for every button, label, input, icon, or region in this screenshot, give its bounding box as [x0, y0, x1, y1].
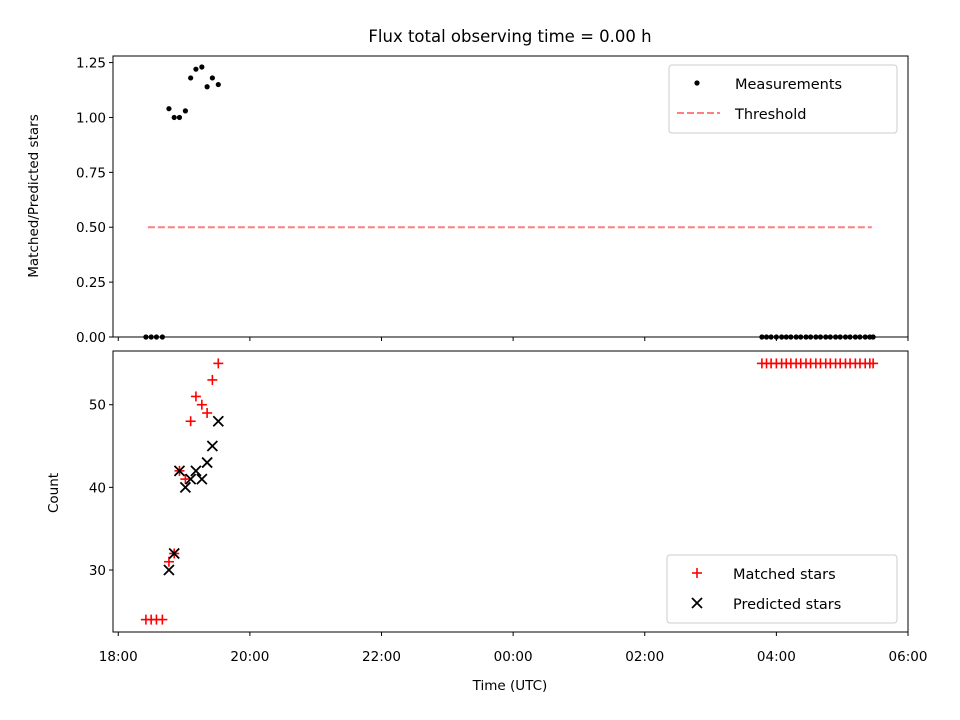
matched-star-point [163, 556, 174, 567]
legend-matched-label: Matched stars [733, 567, 836, 583]
legend-measurements-label: Measurements [735, 77, 842, 93]
ytick-label: 1.25 [76, 56, 106, 72]
top-panel: 0.00 0.25 0.50 0.75 1.00 1.25 Matched/Predict… [26, 55, 909, 346]
predicted-star-point [206, 440, 219, 452]
predicted-star-point [212, 415, 224, 427]
predicted-star-point [196, 473, 208, 485]
legend-predicted-marker [691, 597, 703, 609]
predicted-star-point [163, 564, 175, 576]
measurement-point [166, 106, 172, 112]
ytick-label: 0.00 [76, 330, 106, 346]
matched-star-point [207, 374, 218, 385]
top-ylabel: Matched/Predicted stars [26, 114, 42, 277]
predicted-star-point [190, 465, 202, 477]
top-legend: Measurements Threshold [668, 64, 898, 134]
xtick-label: 06:00 [889, 649, 928, 665]
measurement-point [199, 64, 205, 70]
legend-measurements-marker [694, 80, 700, 86]
measurement-point [182, 108, 188, 114]
measurement-point [193, 66, 199, 72]
measurement-point [204, 84, 210, 90]
measurement-point [209, 75, 215, 81]
legend-predicted-label: Predicted stars [733, 597, 841, 613]
matched-star-point [157, 614, 168, 625]
ytick-label: 30 [89, 563, 106, 579]
xtick-label: 00:00 [494, 649, 533, 665]
measurement-point [188, 75, 194, 81]
predicted-star-point [168, 547, 180, 560]
bottom-legend: Matched stars Predicted stars [666, 554, 898, 624]
predicted-star-point [173, 465, 186, 477]
xtick-label: 18:00 [99, 649, 138, 665]
ytick-label: 1.00 [76, 110, 106, 126]
chart-title: Flux total observing time = 0.00 h [368, 27, 651, 46]
xtick-label: 22:00 [362, 649, 401, 665]
matched-star-point [196, 399, 207, 410]
ytick-label: 0.25 [76, 275, 106, 291]
predicted-star-point [179, 481, 192, 494]
bottom-panel-frame [112, 350, 909, 633]
ytick-label: 0.75 [76, 165, 106, 181]
measurement-point [171, 114, 177, 121]
measurement-point [176, 114, 183, 121]
xtick-label: 04:00 [757, 649, 796, 665]
ytick-label: 0.50 [76, 220, 106, 236]
ytick-label: 40 [89, 480, 106, 496]
matched-star-point [213, 358, 224, 369]
matched-star-point [190, 391, 201, 402]
legend-matched-marker [692, 568, 702, 578]
legend-threshold-label: Threshold [734, 107, 806, 123]
xtick-label: 20:00 [230, 649, 269, 665]
predicted-star-point [201, 456, 213, 469]
bottom-xlabel: Time (UTC) [472, 678, 548, 694]
matched-star-point [202, 407, 213, 418]
bottom-ylabel: Count [46, 473, 62, 513]
xtick-label: 02:00 [625, 649, 664, 665]
top-panel-frame [112, 55, 909, 338]
bottom-panel: 30 40 50 18:00 20:00 22:00 00:00 02:00 04:00 06:… [46, 350, 928, 694]
matched-star-point [180, 474, 191, 485]
matched-star-point [868, 358, 879, 369]
ytick-label: 50 [89, 398, 106, 414]
predicted-star-point [185, 473, 197, 485]
measurement-point [215, 81, 221, 88]
matched-star-point [185, 416, 196, 427]
